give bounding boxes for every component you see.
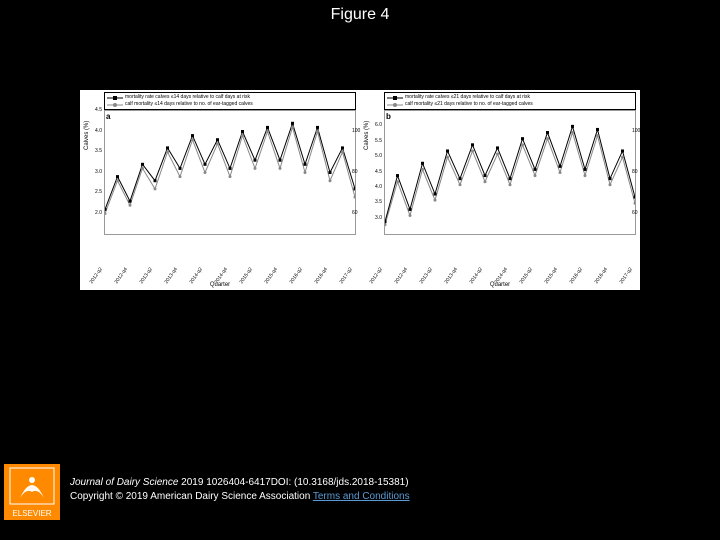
legend: mortality rate calves ≤21 days relative … [384,92,636,110]
plot-box [104,110,356,235]
legend-row: calf mortality ≤21 days relative to no. … [387,101,633,108]
publisher-name: ELSEVIER [12,509,51,518]
slide-root: Figure 4 mortality rate calves ≤14 days … [0,0,720,540]
panel-a: mortality rate calves ≤14 days relative … [80,90,360,290]
series-svg [105,111,355,234]
figure-title: Figure 4 [0,6,720,24]
y-tick: 4.0 [94,128,102,134]
legend: mortality rate calves ≤14 days relative … [104,92,356,110]
y-tick: 2.5 [94,189,102,195]
y-tick: 5.0 [374,153,382,159]
y-tick: 3.0 [374,215,382,221]
legend-row: mortality rate calves ≤21 days relative … [387,94,633,101]
citation-text: 2019 1026404-6417DOI: (10.3168/jds.2018-… [178,477,408,488]
y-tick: 3.0 [94,169,102,175]
chart-area: mortality rate calves ≤14 days relative … [80,90,640,290]
y-tick: 4.5 [94,107,102,113]
y-tick: 3.5 [94,148,102,154]
y-tick: 4.5 [374,169,382,175]
terms-link[interactable]: Terms and Conditions [313,491,410,502]
panel-b: mortality rate calves ≤21 days relative … [360,90,640,290]
y-tick: 3.5 [374,199,382,205]
journal-name: Journal of Dairy Science [70,477,178,488]
y2-tick: 80 [632,169,642,175]
y-tick: 6.0 [374,122,382,128]
citation-footer: Journal of Dairy Science 2019 1026404-64… [70,476,410,504]
elsevier-logo: ELSEVIER [4,464,60,520]
copyright-text: Copyright © 2019 American Dairy Science … [70,491,313,502]
y-tick: 5.5 [374,138,382,144]
y-axis-label: Calves (%) [364,121,370,150]
series-svg [385,111,635,234]
legend-row: mortality rate calves ≤14 days relative … [107,94,353,101]
y2-tick: 60 [632,210,642,216]
y-tick: 2.0 [94,210,102,216]
legend-row: calf mortality ≤14 days relative to no. … [107,101,353,108]
y-tick: 4.0 [374,184,382,190]
y2-tick: 100 [632,128,642,134]
plot-box [384,110,636,235]
y-axis-label: Calves (%) [84,121,90,150]
